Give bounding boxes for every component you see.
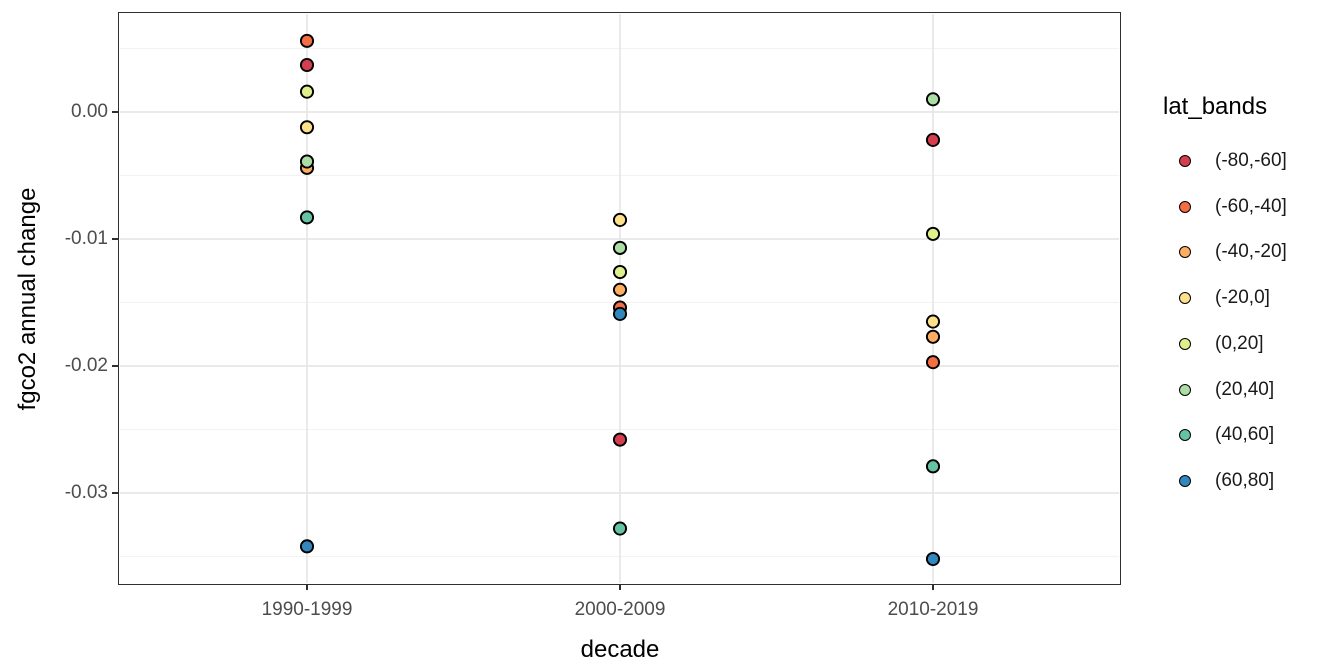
y-tick <box>112 111 119 113</box>
y-tick-label: -0.02 <box>64 355 108 376</box>
legend-row: (20,40] <box>1168 378 1344 401</box>
legend-key-dot <box>1179 246 1191 259</box>
y-tick-label: -0.01 <box>64 228 108 249</box>
data-point <box>299 120 315 135</box>
legend-key-dot <box>1179 292 1191 305</box>
data-point <box>925 329 941 344</box>
data-point <box>925 226 941 241</box>
data-point <box>612 432 628 447</box>
legend-label: (20,40] <box>1215 378 1275 400</box>
x-tick-label: 2010-2019 <box>887 599 979 620</box>
data-point <box>612 240 628 255</box>
data-point <box>612 264 628 280</box>
legend-label: (-60,-40] <box>1215 195 1287 217</box>
legend-label: (0,20] <box>1215 332 1264 354</box>
y-tick-label: 0.00 <box>71 101 108 122</box>
legend-label: (40,60] <box>1215 424 1275 446</box>
data-point <box>299 154 315 169</box>
x-tick-label: 2000-2009 <box>574 599 666 620</box>
data-point <box>925 551 941 567</box>
legend-title: lat_bands <box>1163 93 1268 120</box>
x-tick-label: 1990-1999 <box>261 599 353 620</box>
data-point <box>612 521 628 536</box>
data-point <box>299 539 315 554</box>
plot-panel <box>120 14 1119 583</box>
data-point <box>612 282 628 297</box>
data-point <box>925 459 941 474</box>
legend-row: (40,60] <box>1168 424 1344 447</box>
data-point <box>299 33 315 48</box>
legend-key-dot <box>1179 474 1191 487</box>
y-tick-label: -0.03 <box>64 482 108 503</box>
y-tick <box>112 492 119 494</box>
legend-key-dot <box>1179 200 1191 213</box>
data-point <box>925 314 941 329</box>
legend-row: (-20,0] <box>1168 287 1344 310</box>
x-axis-title: decade <box>580 636 660 663</box>
data-point <box>299 210 315 225</box>
x-tick <box>932 584 934 590</box>
y-tick <box>112 238 119 240</box>
y-axis-title: fgco2 annual change <box>14 187 41 411</box>
legend-key-dot <box>1179 337 1191 350</box>
x-tick <box>306 584 308 590</box>
data-point <box>612 212 628 227</box>
legend-row: (-40,-20] <box>1168 241 1344 264</box>
legend-key-dot <box>1179 155 1191 167</box>
data-point <box>612 306 628 321</box>
data-point <box>299 84 315 99</box>
data-point <box>925 132 941 147</box>
x-tick <box>619 584 621 590</box>
legend-key-dot <box>1179 383 1191 396</box>
data-point <box>925 92 941 107</box>
y-tick <box>112 365 119 367</box>
legend-row: (-60,-40] <box>1168 195 1344 218</box>
legend-row: (-80,-60] <box>1168 150 1344 173</box>
legend-row: (0,20] <box>1168 332 1344 355</box>
legend-label: (-80,-60] <box>1215 150 1287 171</box>
legend-label: (-20,0] <box>1215 287 1270 309</box>
data-point <box>925 355 941 370</box>
legend-label: (60,80] <box>1215 469 1275 491</box>
legend-key-dot <box>1179 429 1191 442</box>
legend-label: (-40,-20] <box>1215 241 1287 263</box>
legend-row: (60,80] <box>1168 469 1344 492</box>
data-point <box>299 57 315 73</box>
